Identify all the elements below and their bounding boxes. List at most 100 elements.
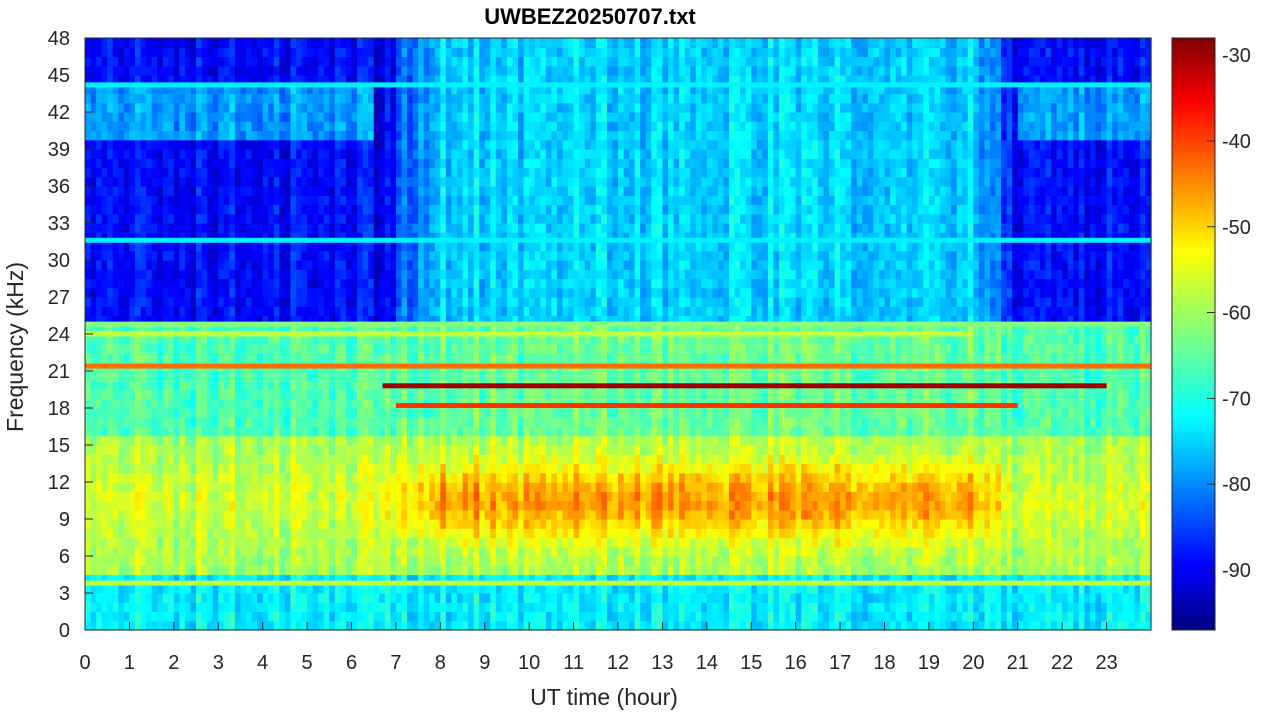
heatmap-cell bbox=[340, 445, 347, 455]
heatmap-cell bbox=[484, 102, 491, 113]
heatmap-cell bbox=[462, 593, 469, 603]
heatmap-cell bbox=[456, 278, 464, 289]
heatmap-cell bbox=[340, 112, 347, 122]
heatmap-cell bbox=[96, 260, 103, 270]
heatmap-cell bbox=[429, 186, 436, 196]
heatmap-cell bbox=[484, 260, 491, 270]
heatmap-cell bbox=[290, 343, 297, 354]
heatmap-cell bbox=[329, 334, 336, 344]
heatmap-cell bbox=[179, 611, 186, 622]
heatmap-cell bbox=[379, 593, 386, 603]
heatmap-cell bbox=[96, 102, 103, 113]
heatmap-cell bbox=[157, 75, 164, 85]
heatmap-cell bbox=[90, 546, 97, 557]
heatmap-cell bbox=[190, 546, 197, 557]
heatmap-cell bbox=[345, 250, 353, 261]
heatmap-cell bbox=[301, 574, 308, 585]
heatmap-cell bbox=[129, 537, 136, 548]
heatmap-cell bbox=[506, 417, 514, 428]
heatmap-cell bbox=[140, 519, 147, 529]
heatmap-cell bbox=[146, 84, 153, 95]
heatmap-cell bbox=[268, 250, 275, 261]
heatmap-cell bbox=[401, 223, 408, 233]
heatmap-cell bbox=[101, 334, 108, 344]
heatmap-cell bbox=[279, 306, 286, 317]
heatmap-cell bbox=[123, 297, 131, 307]
heatmap-cell bbox=[246, 232, 253, 243]
heatmap-cell bbox=[451, 602, 458, 613]
heatmap-cell bbox=[462, 75, 469, 85]
heatmap-cell bbox=[462, 371, 469, 381]
heatmap-cell bbox=[456, 38, 464, 48]
heatmap-cell bbox=[168, 408, 175, 418]
heatmap-cell bbox=[262, 528, 269, 539]
heatmap-cell bbox=[212, 269, 219, 280]
heatmap-cell bbox=[373, 112, 380, 122]
heatmap-cell bbox=[357, 250, 364, 261]
heatmap-cell bbox=[268, 556, 275, 566]
heatmap-cell bbox=[429, 334, 436, 344]
heatmap-cell bbox=[412, 491, 419, 502]
heatmap-cell bbox=[407, 528, 414, 539]
heatmap-cell bbox=[146, 139, 153, 150]
heatmap-cell bbox=[429, 149, 436, 159]
heatmap-cell bbox=[345, 269, 353, 280]
heatmap-cell bbox=[418, 408, 425, 418]
heatmap-cell bbox=[307, 482, 314, 492]
heatmap-cell bbox=[179, 84, 186, 95]
heatmap-cell bbox=[184, 574, 192, 585]
heatmap-cell bbox=[512, 593, 519, 603]
heatmap-cell bbox=[246, 519, 253, 529]
heatmap-cell bbox=[395, 611, 403, 622]
heatmap-cell bbox=[207, 435, 214, 446]
heatmap-cell bbox=[445, 435, 453, 446]
heatmap-cell bbox=[362, 574, 369, 585]
heatmap-cell bbox=[445, 121, 453, 132]
heatmap-cell bbox=[184, 380, 192, 391]
heatmap-cell bbox=[112, 620, 119, 631]
heatmap-cell bbox=[323, 445, 330, 455]
heatmap-cell bbox=[479, 445, 486, 455]
heatmap-cell bbox=[384, 102, 391, 113]
heatmap-cell bbox=[168, 232, 175, 243]
heatmap-cell bbox=[234, 278, 242, 289]
heatmap-cell bbox=[473, 334, 480, 344]
heatmap-cell bbox=[351, 278, 358, 289]
heatmap-cell bbox=[157, 287, 164, 298]
heatmap-cell bbox=[179, 56, 186, 67]
heatmap-cell bbox=[407, 324, 414, 335]
heatmap-cell bbox=[262, 435, 269, 446]
heatmap-cell bbox=[501, 408, 508, 418]
heatmap-cell bbox=[357, 537, 364, 548]
heatmap-cell bbox=[246, 537, 253, 548]
heatmap-cell bbox=[240, 213, 247, 224]
heatmap-cell bbox=[440, 149, 447, 159]
heatmap-cell bbox=[340, 47, 347, 58]
heatmap-cell bbox=[334, 241, 341, 252]
heatmap-cell bbox=[140, 241, 147, 252]
heatmap-cell bbox=[384, 149, 391, 159]
heatmap-cell bbox=[390, 445, 397, 455]
heatmap-cell bbox=[218, 371, 225, 381]
heatmap-cell bbox=[96, 112, 103, 122]
heatmap-cell bbox=[379, 213, 386, 224]
heatmap-cell bbox=[140, 509, 147, 520]
heatmap-cell bbox=[96, 250, 103, 261]
heatmap-cell bbox=[85, 84, 92, 95]
heatmap-cell bbox=[395, 565, 403, 576]
heatmap-cell bbox=[246, 278, 253, 289]
heatmap-cell bbox=[107, 278, 114, 289]
heatmap-cell bbox=[157, 334, 164, 344]
heatmap-cell bbox=[279, 491, 286, 502]
heatmap-cell bbox=[184, 565, 192, 576]
heatmap-cell bbox=[279, 204, 286, 215]
heatmap-cell bbox=[184, 139, 192, 150]
heatmap-cell bbox=[412, 519, 419, 529]
heatmap-cell bbox=[351, 380, 358, 391]
heatmap-cell bbox=[229, 306, 236, 317]
heatmap-cell bbox=[395, 334, 403, 344]
heatmap-cell bbox=[473, 186, 480, 196]
heatmap-cell bbox=[134, 297, 142, 307]
heatmap-cell bbox=[479, 519, 486, 529]
heatmap-cell bbox=[190, 435, 197, 446]
